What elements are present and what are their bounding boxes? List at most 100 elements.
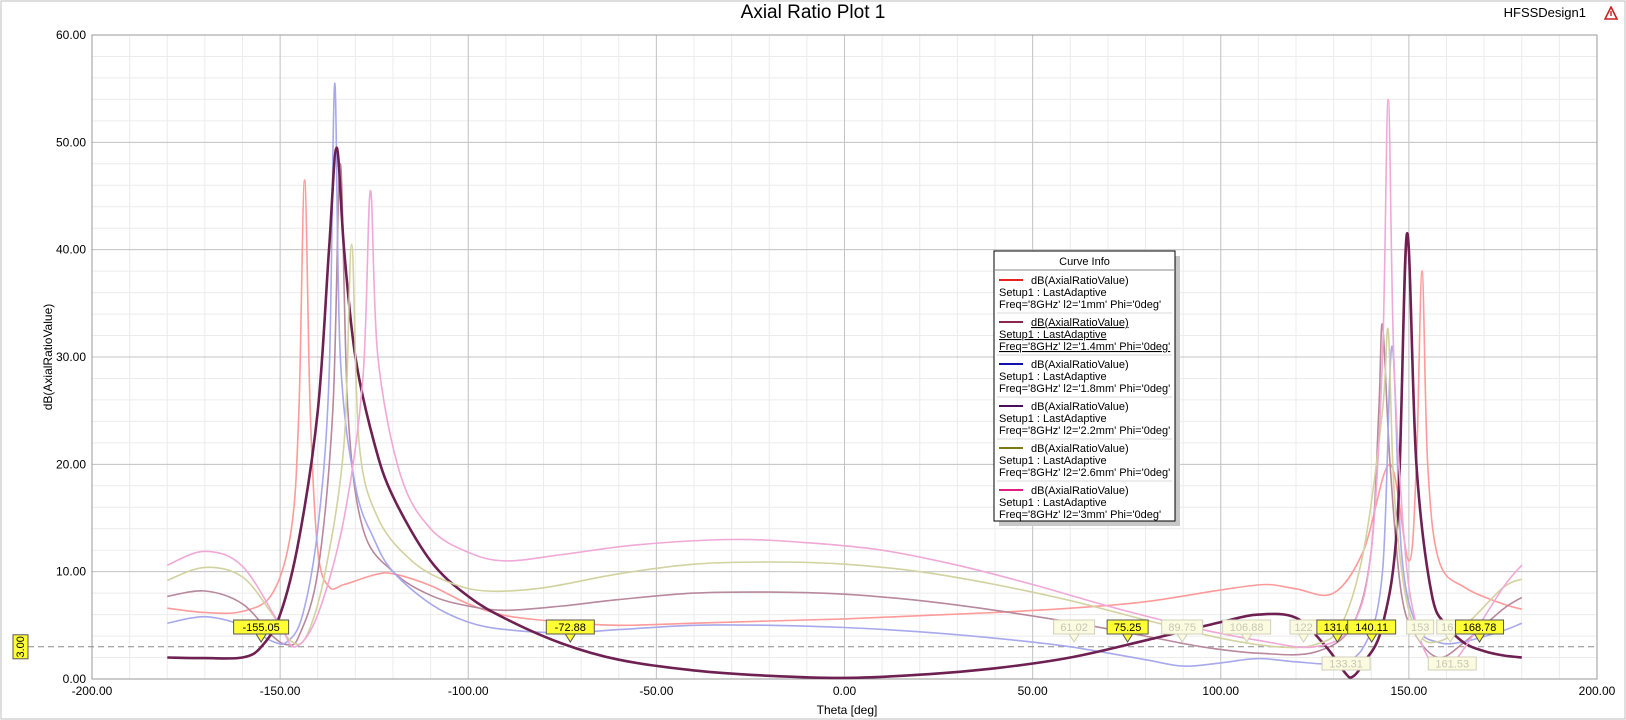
x-tick-label: -100.00 bbox=[448, 684, 489, 698]
marker-pointer bbox=[1121, 633, 1134, 643]
marker-label: 122 bbox=[1294, 622, 1312, 634]
marker-label: -72.88 bbox=[555, 622, 586, 634]
y-tick-label: 0.00 bbox=[63, 672, 87, 686]
legend-setup: Setup1 : LastAdaptive bbox=[999, 413, 1107, 425]
legend-entry-5[interactable]: dB(AxialRatioValue)Setup1 : LastAdaptive… bbox=[997, 438, 1172, 479]
plot-title: Axial Ratio Plot 1 bbox=[740, 2, 886, 23]
series-line-6[interactable] bbox=[166, 98, 1523, 671]
legend-setup: Setup1 : LastAdaptive bbox=[999, 371, 1107, 383]
series-line-4[interactable] bbox=[167, 146, 1522, 680]
marker-pointer bbox=[1240, 633, 1253, 643]
legend-params: Freq='8GHz' l2='1.4mm' Phi='0deg' bbox=[999, 341, 1170, 353]
legend-series-name: dB(AxialRatioValue) bbox=[1031, 401, 1129, 413]
x-tick-label: -150.00 bbox=[260, 684, 301, 698]
y-tick-label: 20.00 bbox=[56, 457, 86, 471]
reference-line: 3.00 bbox=[12, 634, 1597, 660]
marker-label: 161.53 bbox=[1435, 659, 1469, 671]
marker-pointer bbox=[255, 633, 268, 643]
marker[interactable]: 140.11 bbox=[1347, 619, 1397, 643]
marker-label: 133.31 bbox=[1329, 659, 1363, 671]
design-name: HFSSDesign1 bbox=[1503, 5, 1586, 20]
series-line-2[interactable] bbox=[167, 163, 1523, 659]
y-tick-label: 30.00 bbox=[56, 350, 86, 364]
marker[interactable]: -155.05 bbox=[233, 619, 290, 643]
legend-params: Freq='8GHz' l2='2.2mm' Phi='0deg' bbox=[999, 425, 1170, 437]
y-axis-label: dB(AxialRatioValue) bbox=[41, 304, 55, 411]
marker[interactable]: 75.25 bbox=[1106, 619, 1149, 643]
marker[interactable]: 133.31 bbox=[1321, 656, 1371, 671]
series-line-5[interactable] bbox=[167, 243, 1523, 649]
marker-label: 75.25 bbox=[1114, 622, 1142, 634]
marker[interactable]: 168.78 bbox=[1455, 619, 1505, 643]
marker-pointer bbox=[1331, 633, 1344, 643]
marker-pointer bbox=[1473, 633, 1486, 643]
y-tick-label: 40.00 bbox=[56, 243, 86, 257]
y-axis-ticks: 0.00 10.00 20.00 30.00 40.00 50.00 60.00 bbox=[56, 28, 86, 686]
legend-entry-3[interactable]: dB(AxialRatioValue)Setup1 : LastAdaptive… bbox=[997, 354, 1172, 395]
marker-pointer bbox=[564, 633, 577, 643]
x-tick-label: 0.00 bbox=[833, 684, 857, 698]
marker-pointer bbox=[1068, 633, 1080, 643]
legend-params: Freq='8GHz' l2='3mm' Phi='0deg' bbox=[999, 509, 1161, 521]
marker-label: 106.88 bbox=[1230, 622, 1264, 634]
legend-series-name: dB(AxialRatioValue) bbox=[1031, 485, 1129, 497]
marker-label: -155.05 bbox=[242, 622, 279, 634]
marker[interactable]: 61.02 bbox=[1053, 619, 1096, 643]
marker-label: 168.78 bbox=[1463, 622, 1497, 634]
marker-label: 153 bbox=[1411, 622, 1429, 634]
marker-label: 89.75 bbox=[1168, 622, 1196, 634]
legend-series-name: dB(AxialRatioValue) bbox=[1031, 275, 1129, 287]
legend-params: Freq='8GHz' l2='1mm' Phi='0deg' bbox=[999, 299, 1161, 311]
x-tick-label: -50.00 bbox=[639, 684, 673, 698]
legend-entry-6[interactable]: dB(AxialRatioValue)Setup1 : LastAdaptive… bbox=[997, 480, 1172, 521]
marker-label: 161 bbox=[1441, 622, 1459, 634]
legend-series-name: dB(AxialRatioValue) bbox=[1031, 359, 1129, 371]
x-axis-ticks: -200.00 -150.00 -100.00 -50.00 0.00 50.00 100.… bbox=[72, 684, 1616, 698]
legend-entry-2[interactable]: dB(AxialRatioValue)Setup1 : LastAdaptive… bbox=[997, 312, 1172, 353]
marker-pointer bbox=[1297, 633, 1310, 643]
marker[interactable]: -72.88 bbox=[545, 619, 595, 643]
legend-setup: Setup1 : LastAdaptive bbox=[999, 455, 1107, 467]
legend-series-name: dB(AxialRatioValue) bbox=[1031, 443, 1129, 455]
x-tick-label: -200.00 bbox=[72, 684, 113, 698]
marker-pointer bbox=[1444, 633, 1457, 643]
marker[interactable]: 106.88 bbox=[1222, 619, 1272, 643]
series-layer bbox=[166, 82, 1523, 680]
legend-title: Curve Info bbox=[1059, 256, 1110, 268]
marker-pointer bbox=[1365, 633, 1378, 643]
legend-box bbox=[993, 250, 1176, 522]
y-tick-label: 50.00 bbox=[56, 135, 86, 149]
marker[interactable]: 89.75 bbox=[1161, 619, 1204, 643]
x-tick-label: 200.00 bbox=[1579, 684, 1616, 698]
marker-label: 140.11 bbox=[1355, 622, 1388, 634]
marker[interactable]: 161.53 bbox=[1427, 656, 1477, 671]
legend-entry-4[interactable]: dB(AxialRatioValue)Setup1 : LastAdaptive… bbox=[997, 396, 1172, 437]
marker-label: 131.0 bbox=[1324, 622, 1352, 634]
y-tick-label: 60.00 bbox=[56, 28, 86, 42]
legend-params: Freq='8GHz' l2='1.8mm' Phi='0deg' bbox=[999, 383, 1170, 395]
legend-series-name: dB(AxialRatioValue) bbox=[1031, 317, 1129, 329]
x-tick-label: 50.00 bbox=[1018, 684, 1048, 698]
legend-setup: Setup1 : LastAdaptive bbox=[999, 287, 1107, 299]
marker-layer: -155.05 -72.88 61.02 75.25 89.75 106.88 122 131… bbox=[233, 619, 1505, 671]
marker-pointer bbox=[1176, 633, 1189, 643]
marker-label: 61.02 bbox=[1060, 622, 1088, 634]
legend-setup: Setup1 : LastAdaptive bbox=[999, 329, 1107, 341]
legend-entry-1[interactable]: dB(AxialRatioValue)Setup1 : LastAdaptive… bbox=[999, 275, 1161, 311]
x-tick-label: 100.00 bbox=[1202, 684, 1239, 698]
legend-params: Freq='8GHz' l2='2.6mm' Phi='0deg' bbox=[999, 467, 1170, 479]
marker[interactable]: 131.0 bbox=[1316, 619, 1359, 643]
x-axis-label: Theta [deg] bbox=[817, 703, 878, 717]
marker-box bbox=[1427, 656, 1477, 671]
legend-setup: Setup1 : LastAdaptive bbox=[999, 497, 1107, 509]
marker-box bbox=[1321, 656, 1371, 671]
ansys-logo-icon bbox=[1604, 6, 1618, 20]
reference-label: 3.00 bbox=[15, 636, 27, 657]
marker[interactable]: 153 bbox=[1406, 619, 1435, 643]
reference-badge bbox=[12, 634, 29, 660]
marker[interactable]: 122 bbox=[1289, 619, 1318, 643]
